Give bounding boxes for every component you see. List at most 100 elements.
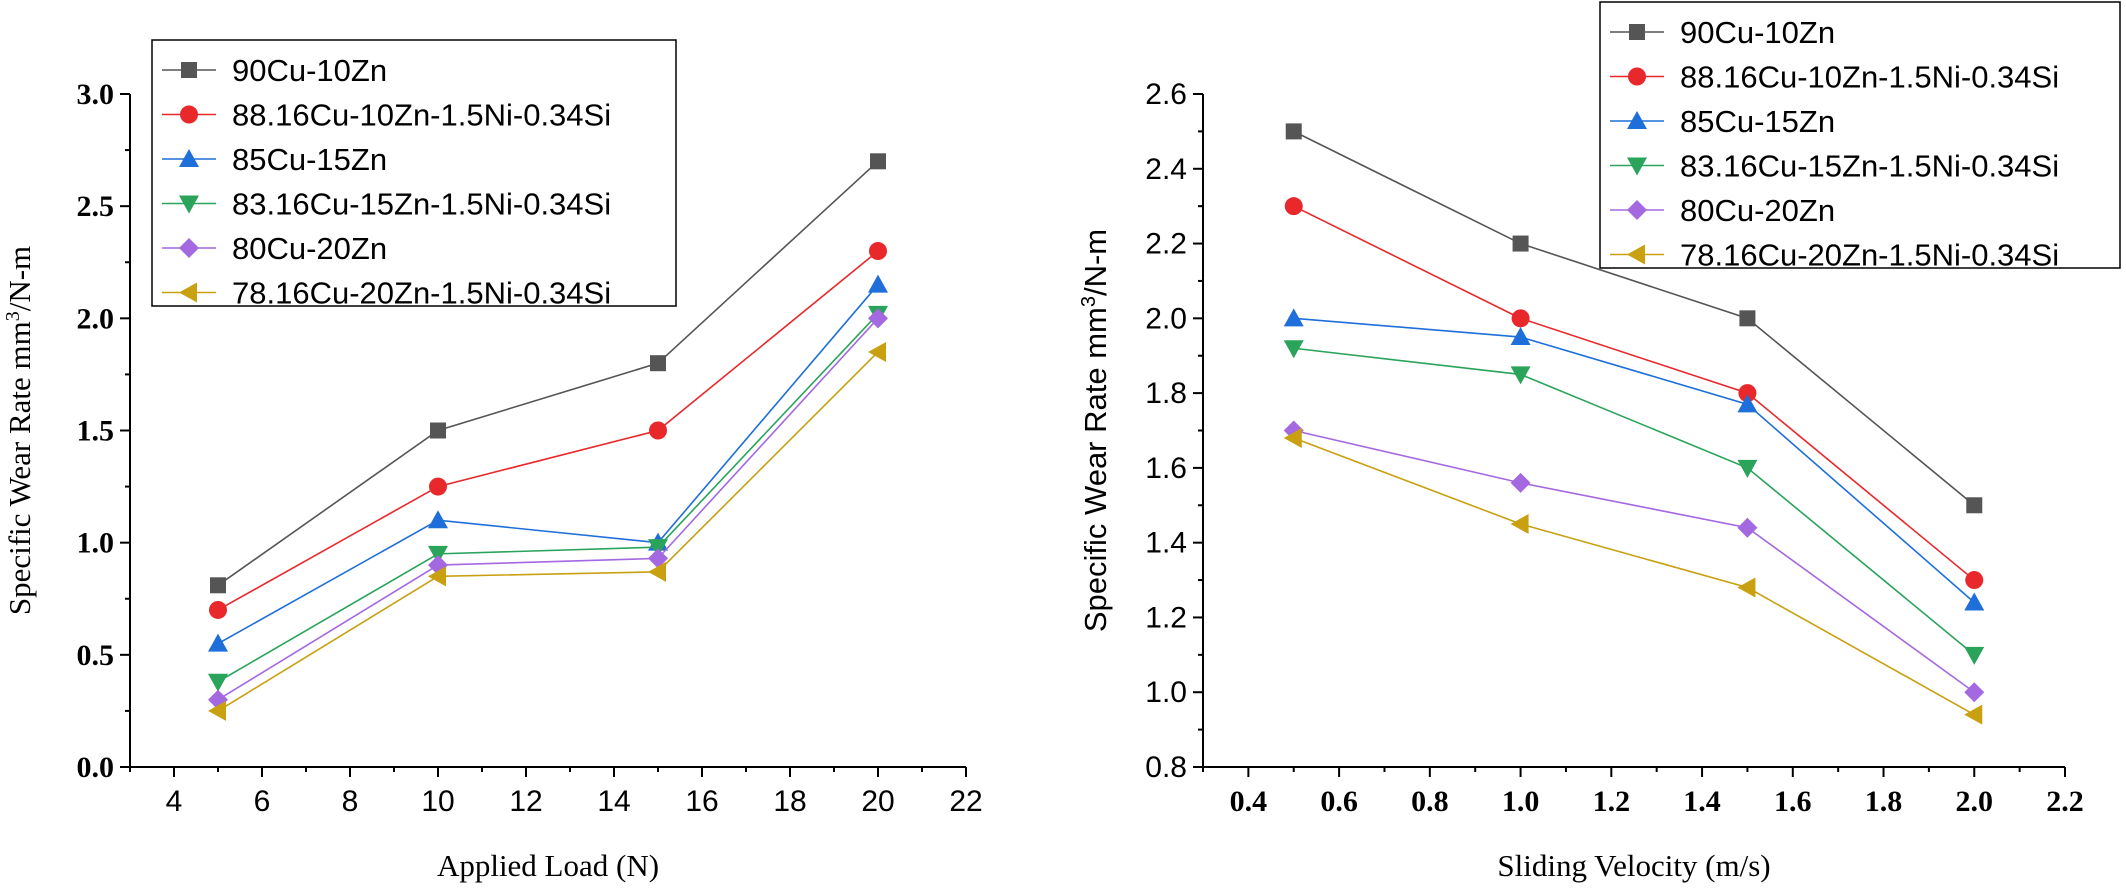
legend-entry: 88.16Cu-10Zn-1.5Ni-0.34Si xyxy=(1610,60,2059,95)
x-tick-label: 2.0 xyxy=(1956,785,1994,818)
x-tick-label: 22 xyxy=(949,785,982,818)
data-point xyxy=(1283,427,1302,448)
y-axis-title-superscript: 3 xyxy=(2,311,24,321)
legend-label: 90Cu-10Zn xyxy=(1680,15,1835,50)
data-point xyxy=(648,561,666,582)
y-tick-label: 1.4 xyxy=(1145,527,1187,560)
series-85Cu-15Zn xyxy=(1283,308,1985,611)
data-point xyxy=(1964,646,1985,665)
data-point xyxy=(1510,327,1531,346)
data-point xyxy=(648,539,668,558)
x-tick-label: 1.4 xyxy=(1683,785,1721,818)
legend-label: 78.16Cu-20Zn-1.5Ni-0.34Si xyxy=(1680,238,2059,273)
data-point xyxy=(1737,394,1758,413)
legend-label: 80Cu-20Zn xyxy=(1680,193,1835,228)
x-tick-label: 1.0 xyxy=(1502,785,1540,818)
y-tick-label: 2.4 xyxy=(1145,153,1187,186)
y-axis-title-unit: /N-m xyxy=(1078,229,1113,296)
x-tick-label: 0.4 xyxy=(1230,785,1268,818)
data-point xyxy=(1739,310,1756,327)
x-tick-label: 0.6 xyxy=(1320,785,1358,818)
y-tick-label: 0.8 xyxy=(1145,751,1187,784)
series-line xyxy=(1293,130,1975,506)
series-line xyxy=(217,250,879,611)
legend-box xyxy=(1599,1,2121,269)
y-tick-label: 3.0 xyxy=(77,78,115,111)
legend-entry: 78.16Cu-20Zn-1.5Ni-0.34Si xyxy=(1610,238,2059,273)
legend-marker xyxy=(179,149,199,167)
y-tick-label: 1.0 xyxy=(77,527,115,560)
data-point xyxy=(1964,704,1983,725)
chart-wear-vs-velocity: 0.4 0.6 0.8 1.0 1.2 1.4 1.6 1.8 2.0 2.2 0.8 1.0 1.2 1… xyxy=(1078,1,2121,883)
x-tick-label: 18 xyxy=(773,785,806,818)
x-tick-label: 4 xyxy=(166,785,183,818)
legend-marker xyxy=(181,62,197,78)
y-tick-label: 1.8 xyxy=(1145,377,1187,410)
series-80Cu-20Zn xyxy=(1283,420,1985,703)
data-point xyxy=(428,545,448,564)
data-point xyxy=(210,577,226,594)
legend-entry: 90Cu-10Zn xyxy=(162,53,387,88)
legend: 90Cu-10Zn 88.16Cu-10Zn-1.5Ni-0.34Si 85Cu-1… xyxy=(1599,1,2121,273)
legend-marker xyxy=(179,195,199,214)
x-tick-label: 1.6 xyxy=(1774,785,1812,818)
data-point xyxy=(1283,340,1304,359)
series-line xyxy=(1293,205,1975,581)
y-axis-title-main: Specific Wear Rate mm xyxy=(1078,307,1113,632)
x-tick-label: 1.2 xyxy=(1593,785,1631,818)
series-line xyxy=(1293,437,1975,716)
series-line xyxy=(1293,429,1975,693)
legend-entry: 78.16Cu-20Zn-1.5Ni-0.34Si xyxy=(162,276,611,311)
legend-marker xyxy=(1628,67,1646,86)
series-83.16Cu-15Zn-1.5Ni-0.34Si xyxy=(208,305,888,692)
series-85Cu-15Zn xyxy=(208,274,888,652)
data-point xyxy=(1964,682,1985,703)
y-tick-label: 1.0 xyxy=(1145,676,1187,709)
series-88.16Cu-10Zn-1.5Ni-0.34Si xyxy=(209,242,887,619)
data-point xyxy=(648,548,668,569)
data-point xyxy=(208,633,228,652)
data-point xyxy=(1965,571,1984,590)
legend-label: 88.16Cu-10Zn-1.5Ni-0.34Si xyxy=(1680,60,2059,95)
data-point xyxy=(1510,472,1531,493)
data-point xyxy=(868,341,886,362)
legend-entry: 85Cu-15Zn xyxy=(1610,104,1835,139)
series-line xyxy=(217,160,879,586)
y-tick-label: 2.5 xyxy=(77,190,115,223)
data-point xyxy=(209,600,227,619)
legend-label: 78.16Cu-20Zn-1.5Ni-0.34Si xyxy=(232,276,611,311)
legend-marker xyxy=(1629,24,1645,40)
chart-wear-vs-load: 4 6 8 10 12 14 16 18 20 22 0.0 0.5 1.0 1.5 2.0 2.5 3.0 Ap… xyxy=(2,39,983,883)
series-line xyxy=(1293,347,1975,656)
x-tick-label: 10 xyxy=(421,785,454,818)
legend-label: 83.16Cu-15Zn-1.5Ni-0.34Si xyxy=(232,187,611,222)
data-point xyxy=(1283,308,1304,327)
data-point xyxy=(428,510,448,529)
data-point xyxy=(1964,592,1985,611)
series-line xyxy=(217,284,879,645)
legend-entry: 83.16Cu-15Zn-1.5Ni-0.34Si xyxy=(162,187,611,222)
x-tick-label: 8 xyxy=(342,785,359,818)
series-90Cu-10Zn xyxy=(1285,123,1983,514)
x-tick-label: 20 xyxy=(861,785,894,818)
series-90Cu-10Zn xyxy=(210,153,886,594)
data-point xyxy=(428,566,446,587)
data-point xyxy=(1284,197,1303,216)
legend-marker xyxy=(1627,244,1645,265)
y-tick-label: 2.2 xyxy=(1145,228,1187,261)
data-point xyxy=(1510,366,1531,385)
series-line xyxy=(1293,317,1975,604)
legend-entry: 90Cu-10Zn xyxy=(1610,15,1835,50)
data-point xyxy=(208,700,226,721)
data-point xyxy=(430,422,446,439)
data-point xyxy=(869,242,887,261)
data-point xyxy=(1737,577,1756,598)
legend-label: 85Cu-15Zn xyxy=(1680,104,1835,139)
legend-marker xyxy=(1627,157,1647,176)
legend-entry: 88.16Cu-10Zn-1.5Ni-0.34Si xyxy=(162,98,611,133)
legend-label: 80Cu-20Zn xyxy=(232,231,387,266)
x-tick-label: 16 xyxy=(685,785,718,818)
data-point xyxy=(1285,123,1302,140)
y-axis-title-unit: /N-m xyxy=(2,246,37,311)
